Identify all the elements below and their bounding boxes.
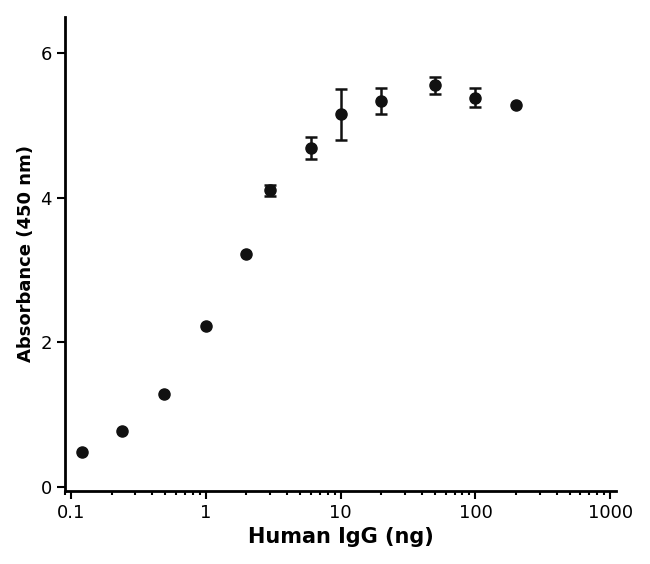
Y-axis label: Absorbance (450 nm): Absorbance (450 nm) [17, 145, 34, 362]
X-axis label: Human IgG (ng): Human IgG (ng) [248, 527, 434, 547]
